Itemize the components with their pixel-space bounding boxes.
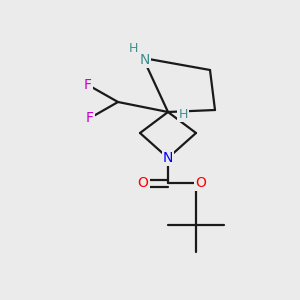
- Text: F: F: [84, 78, 92, 92]
- Text: O: O: [196, 176, 206, 190]
- Text: H: H: [178, 107, 188, 121]
- Text: H: H: [128, 43, 138, 56]
- Text: N: N: [163, 151, 173, 165]
- Text: O: O: [138, 176, 148, 190]
- Text: F: F: [86, 111, 94, 125]
- Text: N: N: [140, 53, 150, 67]
